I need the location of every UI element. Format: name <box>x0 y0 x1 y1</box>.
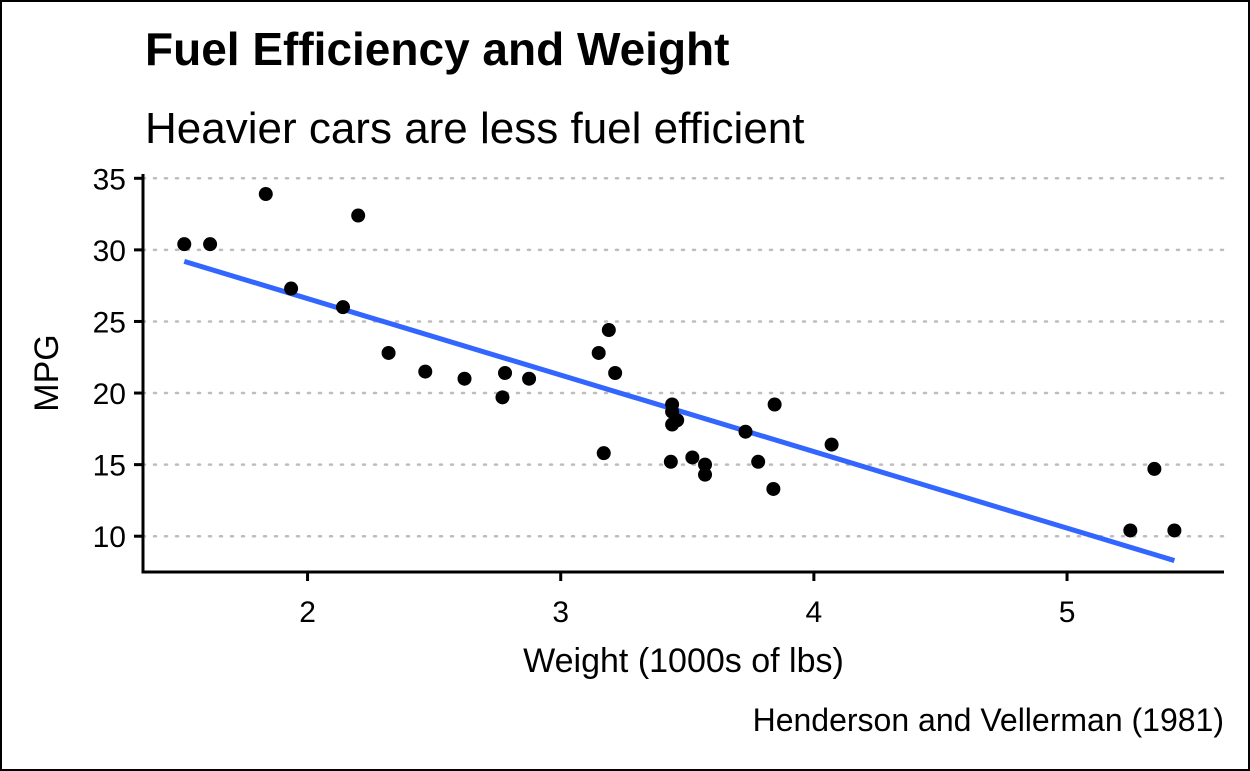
x-tick-label: 5 <box>1059 596 1076 629</box>
chart-caption: Henderson and Vellerman (1981) <box>752 702 1224 738</box>
data-point <box>738 424 753 439</box>
data-point <box>381 345 396 360</box>
data-point <box>766 481 781 496</box>
data-point <box>1147 461 1162 476</box>
data-point <box>457 371 472 386</box>
data-point <box>284 281 299 296</box>
data-point <box>665 397 680 412</box>
x-tick-label: 2 <box>299 596 316 629</box>
data-point <box>258 187 273 202</box>
data-point <box>522 371 537 386</box>
data-point <box>335 300 350 315</box>
y-tick-label: 30 <box>93 235 126 268</box>
data-point <box>698 467 713 482</box>
gridlines <box>141 177 1226 538</box>
x-tick-label: 4 <box>806 596 823 629</box>
chart-subtitle: Heavier cars are less fuel efficient <box>145 104 805 153</box>
data-point <box>203 237 218 252</box>
data-point <box>824 437 839 452</box>
y-tick-label: 15 <box>93 450 126 483</box>
data-point <box>498 366 513 380</box>
data-point <box>177 237 192 252</box>
data-point <box>601 323 616 338</box>
chart-title: Fuel Efficiency and Weight <box>145 23 730 75</box>
data-point <box>698 457 713 472</box>
axes <box>141 174 1224 574</box>
data-point <box>351 208 366 223</box>
data-point <box>663 454 678 469</box>
y-tick-label: 20 <box>93 378 126 411</box>
y-axis-title: MPG <box>28 334 66 411</box>
data-point <box>1123 523 1138 538</box>
data-point <box>591 345 606 360</box>
y-tick-label: 25 <box>93 306 126 339</box>
regression-line-group <box>183 258 1176 563</box>
y-tick-label: 10 <box>93 521 126 554</box>
data-point <box>608 366 623 380</box>
data-point <box>495 390 510 405</box>
x-ticks: 2 3 4 5 <box>299 572 1075 629</box>
regression-line <box>183 258 1176 563</box>
data-point <box>596 446 611 461</box>
data-point <box>1167 523 1182 538</box>
data-points <box>177 187 1182 538</box>
x-axis-title: Weight (1000s of lbs) <box>523 642 844 680</box>
data-point <box>767 397 782 412</box>
data-point <box>685 450 700 465</box>
data-point <box>751 454 766 469</box>
data-point <box>418 364 433 379</box>
x-tick-label: 3 <box>552 596 569 629</box>
y-tick-label: 35 <box>93 163 126 196</box>
y-ticks: 10 15 20 25 30 35 <box>93 163 143 554</box>
data-point <box>670 413 685 428</box>
